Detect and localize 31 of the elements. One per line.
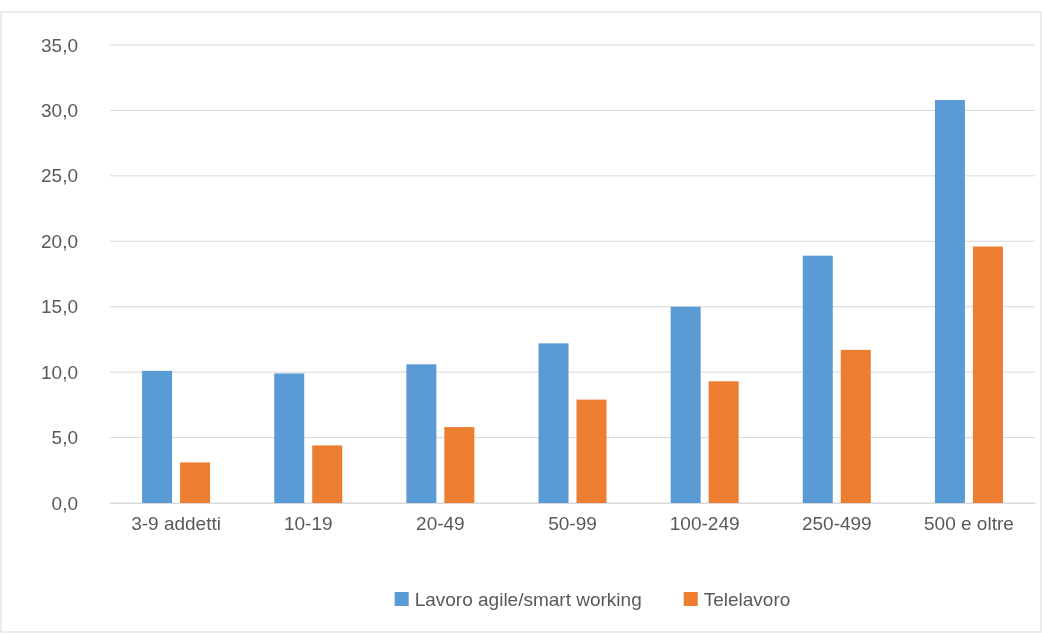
bar	[312, 445, 343, 503]
bar	[934, 99, 965, 503]
bar	[142, 370, 173, 503]
bar	[444, 427, 475, 503]
legend-label: Telelavoro	[703, 589, 791, 610]
x-tick-label: 50-99	[548, 513, 597, 535]
x-tick-label: 3-9 addetti	[131, 513, 221, 535]
y-tick-label: 20,0	[41, 230, 78, 252]
x-tick-label: 250-499	[801, 513, 872, 535]
x-tick-label: 10-19	[283, 513, 333, 535]
y-tick-label: 25,0	[41, 165, 78, 187]
x-tick-label: 500 e oltre	[924, 513, 1014, 535]
y-tick-label: 35,0	[41, 34, 78, 56]
bar	[802, 255, 833, 503]
y-tick-label: 0,0	[51, 492, 78, 514]
bar	[180, 462, 211, 503]
bar	[840, 349, 871, 503]
bar	[406, 364, 437, 503]
x-tick-label: 20-49	[416, 513, 465, 535]
bar	[972, 246, 1003, 503]
y-tick-label: 30,0	[41, 100, 78, 122]
y-tick-label: 15,0	[41, 296, 78, 318]
y-tick-label: 5,0	[51, 427, 78, 449]
x-tick-label: 100-249	[669, 513, 740, 535]
bar	[708, 381, 739, 503]
bar	[576, 399, 607, 503]
bar	[670, 306, 701, 503]
bar	[538, 343, 569, 503]
y-tick-label: 10,0	[41, 361, 78, 383]
bar	[274, 373, 305, 503]
legend-label: Lavoro agile/smart working	[414, 589, 642, 610]
